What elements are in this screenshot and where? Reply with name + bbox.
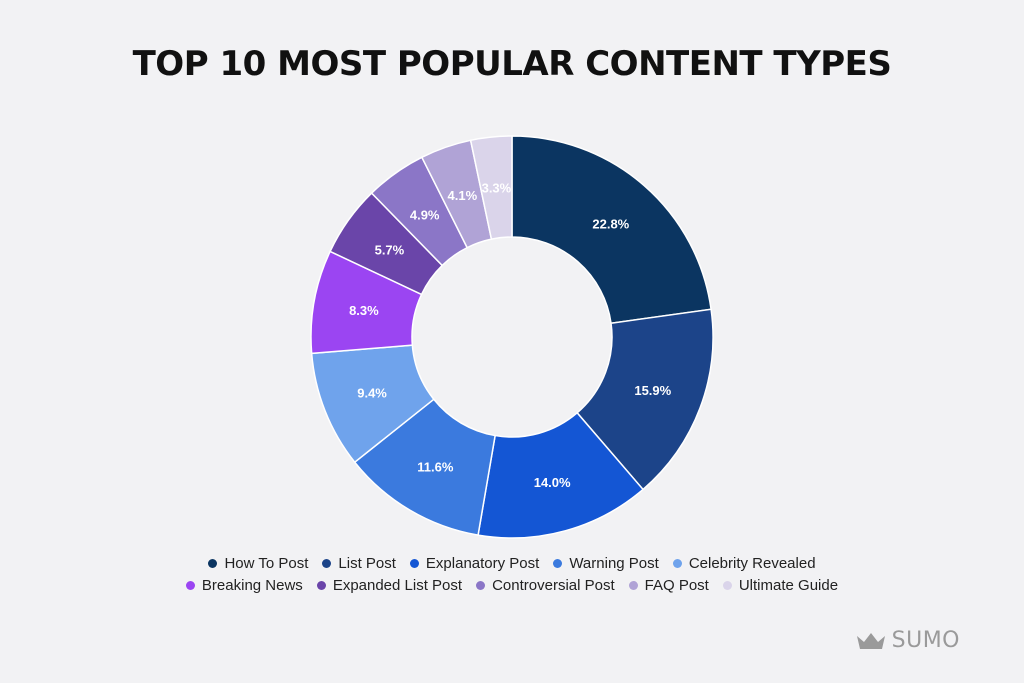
slice-label-7: 5.7% — [375, 243, 405, 258]
donut-slice-2 — [576, 308, 714, 491]
legend-label: Breaking News — [201, 576, 303, 594]
donut-slice-10 — [469, 135, 513, 241]
slice-label-9: 4.1% — [448, 188, 478, 203]
legend-swatch — [185, 580, 195, 590]
slice-label-4: 11.6% — [417, 460, 454, 475]
legend-swatch — [208, 558, 218, 568]
legend: How To Post List Post Explanatory Post Warn… — [0, 552, 1024, 596]
slice-label-6: 8.3% — [349, 303, 379, 318]
legend-item: List Post — [322, 555, 396, 572]
legend-row-1: How To Post List Post Explanatory Post Warn… — [0, 552, 1024, 574]
legend-item: Warning Post — [553, 554, 659, 572]
legend-item: Explanatory Post — [409, 554, 540, 572]
slice-label-1: 22.8% — [592, 216, 629, 231]
legend-item: Controversial Post — [476, 577, 615, 594]
legend-swatch — [672, 558, 682, 568]
crown-icon — [856, 632, 885, 649]
legend-swatch — [722, 580, 732, 590]
slice-label-10: 3.3% — [482, 180, 512, 195]
legend-label: Celebrity Revealed — [688, 554, 816, 572]
legend-item: How To Post — [208, 555, 308, 572]
slice-label-2: 15.9% — [634, 383, 671, 398]
legend-swatch — [322, 558, 332, 568]
legend-label: FAQ Post — [644, 576, 709, 594]
slice-label-5: 9.4% — [357, 385, 387, 400]
legend-item: Celebrity Revealed — [672, 554, 816, 572]
legend-row-2: Breaking News Expanded List Post Controver… — [0, 574, 1024, 596]
legend-swatch — [476, 580, 486, 590]
legend-label: Controversial Post — [492, 576, 615, 594]
legend-swatch — [628, 580, 638, 590]
legend-label: Expanded List Post — [332, 576, 463, 594]
legend-label: Ultimate Guide — [738, 576, 839, 594]
legend-swatch — [316, 580, 326, 590]
donut-slice-1 — [511, 135, 712, 325]
donut-chart: 22.8% 15.9% 14.0% 11.6% 9.4% 8.3% 5.7% 4.9% 4.1%… — [310, 135, 714, 539]
legend-item: Ultimate Guide — [722, 576, 839, 594]
chart-title: TOP 10 MOST POPULAR CONTENT TYPES — [132, 44, 892, 84]
sumo-logo: SUMO — [856, 628, 960, 653]
legend-swatch — [553, 558, 563, 568]
slice-label-3: 14.0% — [534, 475, 571, 490]
legend-label: List Post — [338, 554, 396, 572]
logo-text: SUMO — [891, 628, 960, 653]
legend-swatch — [409, 558, 419, 568]
legend-label: How To Post — [224, 554, 309, 572]
slice-label-8: 4.9% — [410, 207, 440, 222]
legend-item: Breaking News — [185, 576, 303, 594]
legend-label: Explanatory Post — [425, 554, 540, 572]
legend-item: Expanded List Post — [316, 576, 463, 594]
legend-label: Warning Post — [569, 554, 659, 572]
legend-item: FAQ Post — [628, 576, 709, 594]
